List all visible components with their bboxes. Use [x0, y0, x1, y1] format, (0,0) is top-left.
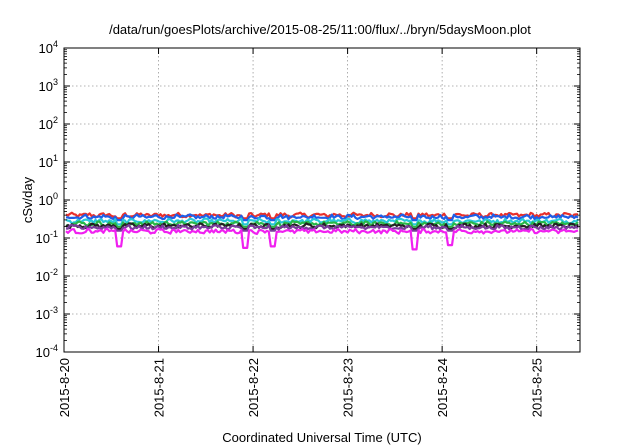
series-line: [65, 223, 579, 232]
y-axis-ticks: 10-4 10-3 10-2 10-1 100 101 102 103 104: [36, 39, 580, 360]
y-tick-label: 100: [39, 191, 58, 208]
x-tick-label: 2015-8-22: [246, 358, 261, 417]
y-tick-label: 10-4: [36, 343, 58, 360]
series-line: [65, 217, 579, 226]
data-series: [65, 211, 579, 251]
grid-lines: [64, 48, 580, 352]
y-tick-label: 104: [39, 39, 58, 56]
x-tick-label: 2015-8-20: [57, 358, 72, 417]
x-tick-label: 2015-8-21: [152, 358, 167, 417]
x-tick-label: 2015-8-24: [435, 358, 450, 417]
y-tick-label: 10-3: [36, 305, 58, 322]
y-axis-label: cSv/day: [20, 176, 35, 223]
series-line: [65, 227, 579, 251]
y-tick-label: 103: [39, 77, 58, 94]
y-tick-label: 101: [39, 153, 58, 170]
y-tick-label: 10-1: [36, 229, 58, 246]
y-tick-label: 10-2: [36, 267, 58, 284]
x-tick-label: 2015-8-25: [530, 358, 545, 417]
chart-title: /data/run/goesPlots/archive/2015-08-25/1…: [109, 22, 531, 37]
x-axis-ticks: 2015-8-20 2015-8-21 2015-8-22 2015-8-23 2015…: [57, 48, 545, 417]
x-tick-label: 2015-8-23: [341, 358, 356, 417]
series-line: [65, 213, 579, 222]
plot-frame: [63, 47, 581, 353]
y-tick-label: 102: [39, 115, 58, 132]
x-axis-label: Coordinated Universal Time (UTC): [222, 430, 421, 445]
